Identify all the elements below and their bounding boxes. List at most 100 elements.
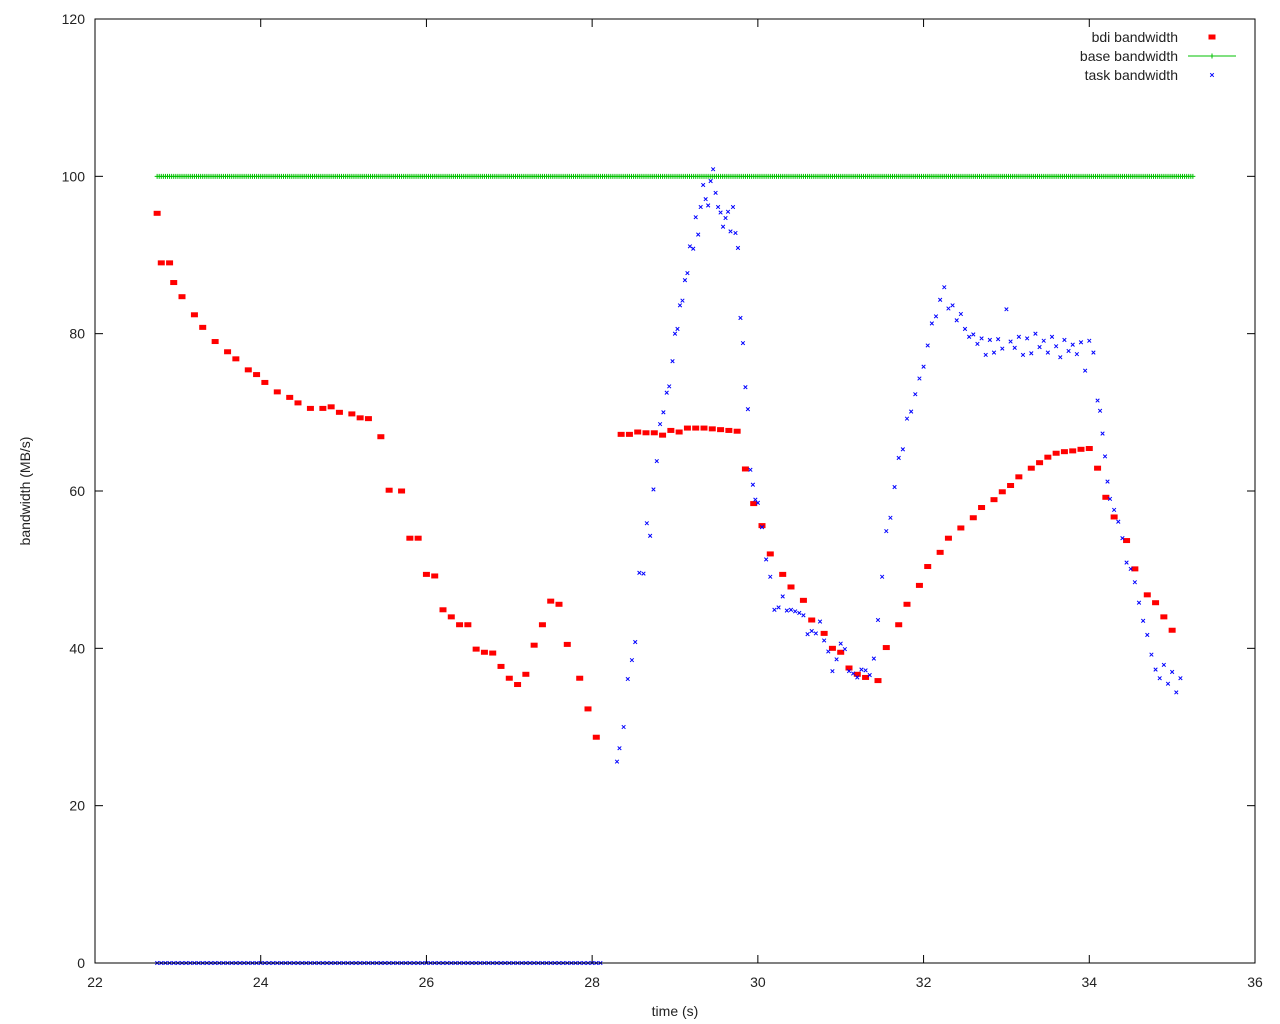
data-point — [821, 638, 827, 643]
data-point — [1020, 352, 1026, 358]
data-point — [708, 178, 713, 184]
data-point — [489, 650, 497, 656]
data-point — [745, 407, 751, 412]
data-point — [896, 455, 901, 461]
data-point — [211, 339, 219, 345]
y-tick-label: 40 — [69, 640, 85, 656]
data-point — [979, 336, 984, 341]
plot-frame — [94, 18, 1256, 964]
data-point — [377, 434, 385, 440]
data-point — [385, 487, 393, 493]
data-point — [715, 204, 721, 210]
data-point — [456, 622, 464, 628]
data-point — [1029, 351, 1034, 356]
data-point — [1045, 350, 1051, 355]
data-point — [755, 500, 761, 505]
x-tick-label: 34 — [1081, 974, 1097, 990]
data-point — [1169, 669, 1175, 675]
data-point — [1058, 355, 1063, 360]
data-point — [1160, 614, 1168, 620]
data-point — [708, 426, 716, 432]
data-point — [738, 315, 743, 321]
data-point — [617, 746, 622, 751]
legend-swatch-marker — [1209, 53, 1215, 59]
data-point — [675, 429, 683, 435]
data-point — [768, 574, 773, 579]
data-point — [1102, 494, 1110, 500]
data-point — [1041, 338, 1046, 343]
data-point — [1008, 339, 1013, 344]
data-point — [1033, 331, 1038, 336]
data-point — [555, 601, 563, 607]
data-point — [838, 641, 843, 646]
data-point — [1024, 336, 1030, 341]
data-point — [1036, 460, 1044, 466]
series-1 — [154, 173, 1196, 179]
data-point — [1128, 566, 1133, 572]
data-point — [667, 384, 672, 389]
data-point — [1007, 482, 1015, 488]
x-axis-label: time (s) — [652, 1003, 699, 1019]
data-point — [1100, 431, 1105, 436]
data-point — [584, 706, 592, 712]
data-point — [530, 642, 538, 648]
data-point — [936, 549, 944, 555]
series-2 — [154, 167, 1183, 966]
data-point — [808, 617, 816, 623]
data-point — [962, 326, 968, 332]
data-point — [1161, 662, 1167, 668]
data-point — [701, 182, 706, 188]
data-point — [505, 675, 513, 681]
data-point — [740, 340, 746, 346]
data-point — [667, 427, 675, 433]
y-tick-label: 20 — [69, 798, 85, 814]
data-point — [1152, 600, 1160, 606]
data-point — [733, 428, 741, 434]
data-point — [950, 303, 955, 308]
data-point — [680, 298, 685, 303]
data-point — [834, 657, 839, 662]
x-tick-label: 24 — [253, 974, 269, 990]
x-tick-label: 28 — [584, 974, 600, 990]
data-point — [691, 246, 696, 251]
data-point — [820, 630, 828, 636]
data-point — [900, 447, 906, 452]
data-point — [867, 672, 872, 678]
data-point — [1062, 337, 1067, 343]
data-point — [995, 337, 1001, 342]
data-point — [621, 724, 626, 730]
data-point — [975, 341, 980, 347]
y-tick-label: 100 — [62, 168, 86, 184]
data-point — [1107, 496, 1113, 502]
data-point — [763, 557, 769, 562]
data-point — [672, 331, 678, 336]
data-point — [464, 622, 472, 628]
data-point — [1132, 580, 1138, 585]
data-point — [1049, 334, 1055, 339]
data-point — [633, 639, 638, 645]
legend-swatch — [1208, 34, 1216, 40]
data-point — [682, 278, 688, 283]
data-point — [675, 326, 680, 332]
data-point — [779, 571, 787, 577]
data-point — [1124, 560, 1129, 565]
data-point — [1095, 398, 1100, 403]
data-point — [1110, 514, 1118, 520]
data-point — [983, 352, 988, 358]
data-point — [563, 641, 571, 647]
data-point — [1094, 465, 1102, 471]
data-point — [576, 675, 584, 681]
data-point — [1016, 334, 1022, 339]
data-point — [1102, 454, 1108, 459]
data-point — [987, 337, 993, 343]
data-point — [327, 404, 335, 410]
data-point — [888, 515, 893, 520]
data-point — [514, 682, 522, 688]
data-point — [700, 425, 708, 431]
data-point — [735, 245, 741, 251]
data-point — [1004, 307, 1009, 312]
data-point — [1037, 344, 1042, 350]
data-point — [592, 734, 600, 740]
data-point — [787, 584, 795, 590]
